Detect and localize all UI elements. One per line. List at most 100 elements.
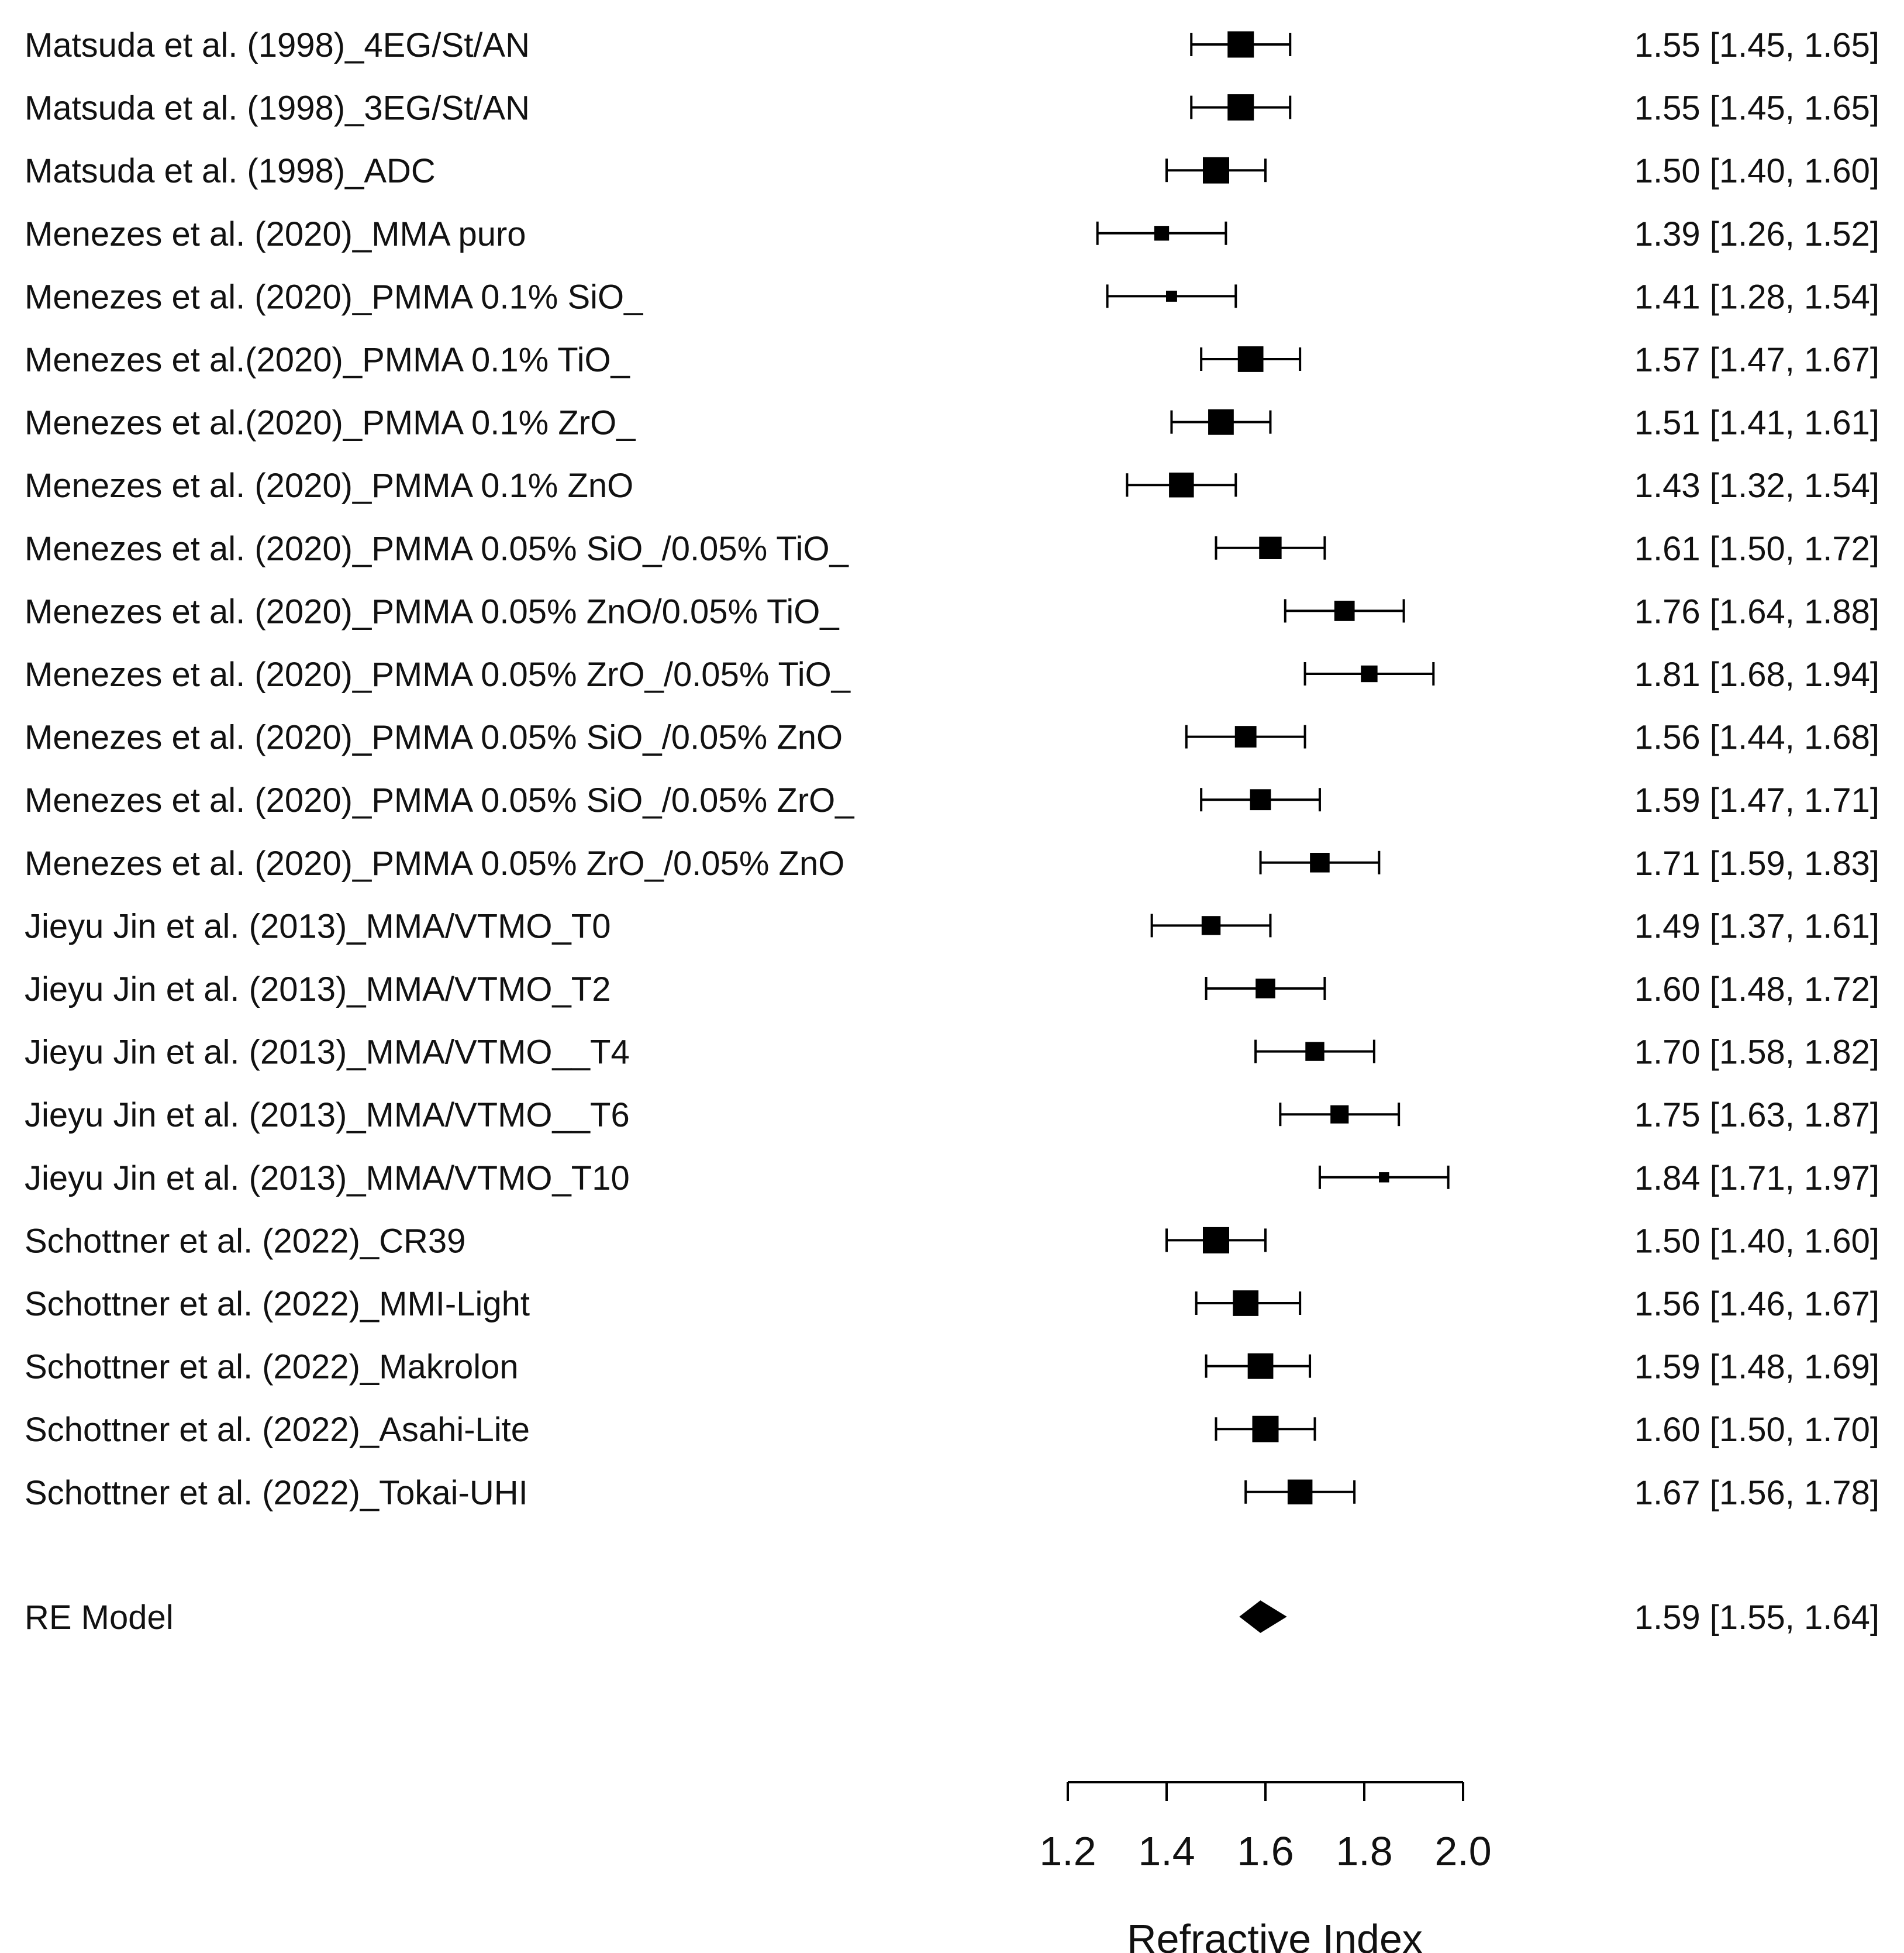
- ci-value-text: 1.43 [1.32, 1.54]: [1634, 467, 1879, 505]
- study-row: Matsuda et al. (1998)_3EG/St/AN 1.55 [1.4…: [25, 89, 1879, 128]
- study-label: Matsuda et al. (1998)_ADC: [25, 152, 436, 190]
- study-row: Schottner et al. (2022)_Asahi-Lite 1.60 […: [25, 1411, 1879, 1449]
- ci-value-text: 1.59 [1.48, 1.69]: [1634, 1348, 1879, 1386]
- study-row: Menezes et al. (2020)_PMMA 0.05% ZnO/0.0…: [25, 593, 1879, 631]
- summary-ci-text: 1.59 [1.55, 1.64]: [1634, 1599, 1879, 1637]
- point-estimate: [1310, 853, 1330, 873]
- ci-value-text: 1.59 [1.47, 1.71]: [1634, 781, 1879, 819]
- summary-diamond: [1239, 1600, 1287, 1633]
- point-estimate: [1227, 31, 1254, 58]
- ci-value-text: 1.55 [1.45, 1.65]: [1634, 89, 1879, 128]
- summary-label: RE Model: [25, 1599, 174, 1637]
- ci-value-text: 1.51 [1.41, 1.61]: [1634, 404, 1879, 442]
- study-label: Menezes et al. (2020)_PMMA 0.05% SiO_/0.…: [25, 530, 849, 568]
- study-label: Menezes et al. (2020)_PMMA 0.1% SiO_: [25, 278, 643, 316]
- study-row: Schottner et al. (2022)_Tokai-UHI 1.67 [1…: [25, 1474, 1879, 1512]
- point-estimate: [1334, 601, 1355, 621]
- study-row: Matsuda et al. (1998)_4EG/St/AN 1.55 [1.4…: [25, 26, 1879, 64]
- ci-value-text: 1.41 [1.28, 1.54]: [1634, 278, 1879, 316]
- ci-value-text: 1.50 [1.40, 1.60]: [1634, 152, 1879, 190]
- point-estimate: [1287, 1479, 1313, 1505]
- study-label: Menezes et al. (2020)_PMMA 0.05% ZrO_/0.…: [25, 845, 844, 883]
- point-estimate: [1165, 290, 1177, 302]
- ci-value-text: 1.84 [1.71, 1.97]: [1634, 1159, 1879, 1197]
- ci-value-text: 1.61 [1.50, 1.72]: [1634, 530, 1879, 568]
- point-estimate: [1252, 1415, 1279, 1442]
- study-row: Jieyu Jin et al. (2013)_MMA/VTMO__T6 1.75…: [25, 1096, 1879, 1134]
- ci-value-text: 1.57 [1.47, 1.67]: [1634, 341, 1879, 379]
- study-row: Menezes et al. (2020)_PMMA 0.1% SiO_ 1.41…: [25, 278, 1879, 316]
- study-row: Jieyu Jin et al. (2013)_MMA/VTMO_T0 1.49 …: [25, 907, 1879, 945]
- study-label: Schottner et al. (2022)_MMI-Light: [25, 1285, 530, 1323]
- point-estimate: [1169, 472, 1194, 498]
- ci-value-text: 1.75 [1.63, 1.87]: [1634, 1096, 1879, 1134]
- study-label: Jieyu Jin et al. (2013)_MMA/VTMO_T0: [25, 907, 610, 945]
- study-row: Menezes et al. (2020)_MMA puro 1.39 [1.26…: [25, 215, 1879, 253]
- ci-value-text: 1.81 [1.68, 1.94]: [1634, 656, 1879, 694]
- study-label: Menezes et al. (2020)_PMMA 0.05% ZrO_/0.…: [25, 656, 851, 694]
- x-tick-label: 1.6: [1237, 1828, 1294, 1874]
- study-label: Jieyu Jin et al. (2013)_MMA/VTMO_T2: [25, 970, 610, 1008]
- point-estimate: [1154, 226, 1170, 241]
- point-estimate: [1379, 1172, 1389, 1183]
- point-estimate: [1250, 789, 1271, 811]
- study-label: Schottner et al. (2022)_Makrolon: [25, 1348, 519, 1386]
- study-row: Menezes et al. (2020)_PMMA 0.05% SiO_/0.…: [25, 719, 1879, 757]
- ci-value-text: 1.56 [1.46, 1.67]: [1634, 1285, 1879, 1323]
- study-row: Menezes et al. (2020)_PMMA 0.05% SiO_/0.…: [25, 781, 1879, 819]
- point-estimate: [1203, 157, 1229, 184]
- study-label: Jieyu Jin et al. (2013)_MMA/VTMO__T6: [25, 1096, 630, 1134]
- x-axis-title: Refractive Index: [1127, 1916, 1423, 1953]
- study-label: Schottner et al. (2022)_Asahi-Lite: [25, 1411, 530, 1449]
- study-row: Menezes et al. (2020)_PMMA 0.05% ZrO_/0.…: [25, 656, 1879, 694]
- point-estimate: [1203, 1227, 1229, 1253]
- point-estimate: [1305, 1042, 1324, 1061]
- study-label: Menezes et al. (2020)_PMMA 0.05% ZnO/0.0…: [25, 593, 839, 631]
- ci-value-text: 1.76 [1.64, 1.88]: [1634, 593, 1879, 631]
- study-row: Menezes et al. (2020)_PMMA 0.05% ZrO_/0.…: [25, 845, 1879, 883]
- study-label: Menezes et al. (2020)_PMMA 0.1% ZnO: [25, 467, 633, 505]
- study-row: Menezes et al.(2020)_PMMA 0.1% TiO_ 1.57 …: [25, 341, 1879, 379]
- study-label: Jieyu Jin et al. (2013)_MMA/VTMO_T10: [25, 1159, 630, 1197]
- point-estimate: [1233, 1290, 1259, 1316]
- study-label: Schottner et al. (2022)_CR39: [25, 1222, 465, 1260]
- point-estimate: [1208, 409, 1234, 435]
- study-label: Matsuda et al. (1998)_3EG/St/AN: [25, 89, 530, 128]
- summary-row: RE Model 1.59 [1.55, 1.64]: [25, 1599, 1879, 1637]
- point-estimate: [1227, 94, 1254, 121]
- study-label: Schottner et al. (2022)_Tokai-UHI: [25, 1474, 528, 1512]
- study-row: Menezes et al. (2020)_PMMA 0.05% SiO_/0.…: [25, 530, 1879, 568]
- study-row: Menezes et al.(2020)_PMMA 0.1% ZrO_ 1.51 …: [25, 404, 1879, 442]
- study-label: Jieyu Jin et al. (2013)_MMA/VTMO__T4: [25, 1034, 630, 1072]
- x-tick-label: 1.4: [1138, 1828, 1195, 1874]
- point-estimate: [1330, 1105, 1349, 1124]
- ci-value-text: 1.55 [1.45, 1.65]: [1634, 26, 1879, 64]
- study-row: Schottner et al. (2022)_CR39 1.50 [1.40, …: [25, 1222, 1879, 1260]
- study-label: Menezes et al. (2020)_PMMA 0.05% SiO_/0.…: [25, 719, 843, 757]
- study-row: Jieyu Jin et al. (2013)_MMA/VTMO__T4 1.70…: [25, 1034, 1879, 1072]
- point-estimate: [1201, 916, 1221, 935]
- ci-value-text: 1.67 [1.56, 1.78]: [1634, 1474, 1879, 1512]
- ci-value-text: 1.56 [1.44, 1.68]: [1634, 719, 1879, 757]
- study-row: Schottner et al. (2022)_Makrolon 1.59 [1.…: [25, 1348, 1879, 1386]
- ci-value-text: 1.50 [1.40, 1.60]: [1634, 1222, 1879, 1260]
- study-row: Jieyu Jin et al. (2013)_MMA/VTMO_T2 1.60 …: [25, 970, 1879, 1008]
- ci-value-text: 1.49 [1.37, 1.61]: [1634, 907, 1879, 945]
- point-estimate: [1234, 726, 1257, 748]
- study-label: Menezes et al. (2020)_PMMA 0.05% SiO_/0.…: [25, 781, 854, 819]
- x-tick-label: 1.8: [1336, 1828, 1392, 1874]
- point-estimate: [1247, 1353, 1274, 1379]
- study-label: Menezes et al.(2020)_PMMA 0.1% ZrO_: [25, 404, 636, 442]
- point-estimate: [1361, 665, 1378, 683]
- point-estimate: [1255, 979, 1275, 998]
- study-label: Matsuda et al. (1998)_4EG/St/AN: [25, 26, 530, 64]
- x-tick-label: 2.0: [1434, 1828, 1491, 1874]
- point-estimate: [1259, 536, 1282, 559]
- study-label: Menezes et al. (2020)_MMA puro: [25, 215, 526, 253]
- x-axis: 1.2 1.4 1.6 1.8 2.0: [1039, 1781, 1492, 1874]
- x-tick-label: 1.2: [1039, 1828, 1096, 1874]
- ci-value-text: 1.39 [1.26, 1.52]: [1634, 215, 1879, 253]
- study-row: Jieyu Jin et al. (2013)_MMA/VTMO_T10 1.84…: [25, 1159, 1879, 1197]
- study-rows: Matsuda et al. (1998)_4EG/St/AN 1.55 [1.4…: [25, 26, 1879, 1512]
